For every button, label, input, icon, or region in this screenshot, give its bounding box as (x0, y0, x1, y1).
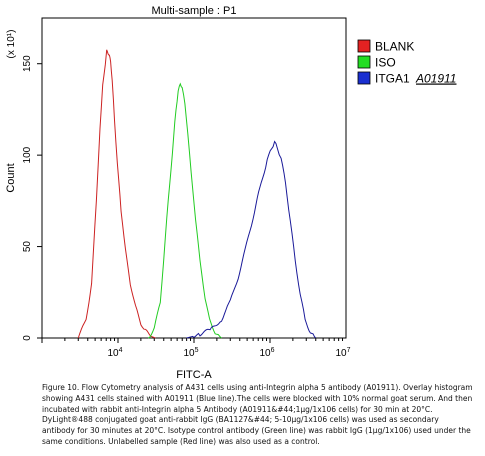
x-tick-label: 104 (107, 347, 122, 359)
y-tick-label: 100 (22, 146, 33, 163)
plot-frame (41, 17, 347, 339)
figure-caption: Figure 10. Flow Cytometry analysis of A4… (42, 383, 473, 446)
chart-title: Multi-sample : P1 (152, 5, 237, 17)
y-tick-label: 150 (22, 55, 33, 72)
histogram-series (77, 49, 317, 339)
series-line-itga1 (186, 140, 317, 339)
x-axis-label: FITC-A (176, 369, 212, 380)
histogram-chart: Multi-sample : P1 (x 10¹) Count FITC-A 0… (5, 5, 456, 380)
series-line-iso (147, 82, 222, 339)
legend-swatch-blank (357, 39, 371, 53)
y-axis-ticks: 0 50 100 150 (22, 55, 42, 341)
legend-label-itga1: ITGA1 (375, 72, 410, 86)
x-tick-label: 105 (183, 347, 198, 359)
legend-antibody-id: A01911 (415, 72, 456, 86)
x-tick-label: 106 (259, 347, 274, 359)
series-line-blank (77, 49, 156, 339)
legend-label-blank: BLANK (375, 40, 414, 54)
y-axis-label: Count (5, 163, 17, 192)
y-tick-label: 50 (22, 241, 33, 253)
legend-swatch-itga1 (357, 71, 371, 85)
x-axis-ticks: 104 105 106 107 (41, 338, 351, 359)
legend-label-iso: ISO (375, 56, 396, 70)
legend-swatch-iso (357, 55, 371, 69)
legend: BLANK ISO ITGA1 A01911 (357, 39, 456, 86)
y-multiplier-label: (x 10¹) (6, 30, 17, 59)
x-tick-label: 107 (335, 347, 350, 359)
y-tick-label: 0 (22, 335, 33, 341)
